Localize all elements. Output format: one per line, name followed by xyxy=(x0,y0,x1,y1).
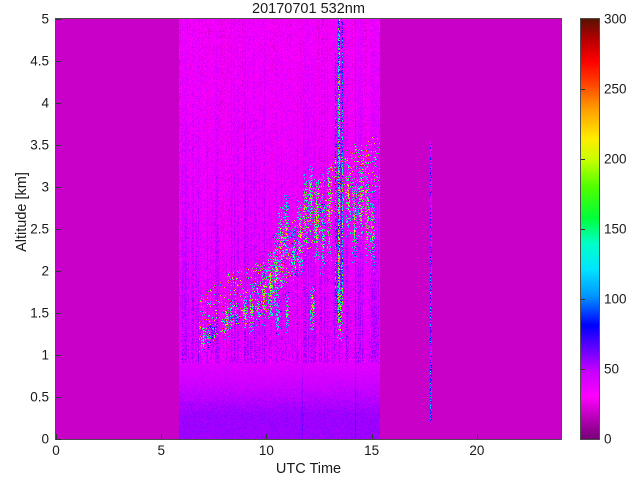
x-axis-tick xyxy=(476,434,478,439)
backscatter-heatmap xyxy=(56,19,561,439)
y-axis-tick-label: 3 xyxy=(41,179,49,195)
y-axis-tick-label: 4 xyxy=(41,95,49,111)
y-axis-tick-label: 4.5 xyxy=(30,53,49,69)
x-axis-tick xyxy=(161,434,163,439)
colorbar-tick xyxy=(581,89,585,90)
colorbar[interactable] xyxy=(580,18,600,440)
colorbar-tick xyxy=(581,229,585,230)
colorbar-tick-label: 200 xyxy=(604,151,627,167)
colorbar-tick-label: 100 xyxy=(604,291,627,307)
y-axis-tick xyxy=(56,355,61,356)
y-axis-tick xyxy=(56,145,61,146)
y-axis-label: Altitude [km] xyxy=(14,172,30,252)
y-axis-tick xyxy=(56,397,61,398)
colorbar-tick-label: 250 xyxy=(604,81,627,97)
x-axis-label: UTC Time xyxy=(275,461,342,477)
colorbar-tick-label: 0 xyxy=(604,431,612,447)
y-axis-tick-label: 5 xyxy=(41,11,49,27)
x-axis-tick xyxy=(266,434,268,439)
x-axis-tick xyxy=(56,434,57,439)
y-axis-tick-label: 1 xyxy=(41,347,49,363)
colorbar-tick-label: 300 xyxy=(604,11,627,27)
y-axis-tick xyxy=(56,187,61,188)
y-axis-tick-label: 2 xyxy=(41,263,49,279)
y-axis-tick xyxy=(56,103,61,104)
colorbar-gradient xyxy=(581,19,599,439)
y-axis-tick xyxy=(56,313,61,314)
y-axis-tick-label: 1.5 xyxy=(30,305,49,321)
page-title: 20170701 532nm xyxy=(252,1,365,17)
x-axis-tick-label: 15 xyxy=(364,443,380,458)
colorbar-tick xyxy=(581,159,585,160)
y-axis-tick xyxy=(56,229,61,230)
colorbar-tick xyxy=(581,299,585,300)
y-axis-tick xyxy=(56,19,61,20)
heatmap-plot-area[interactable] xyxy=(55,18,562,440)
colorbar-tick-label: 50 xyxy=(604,361,620,377)
colorbar-tick-label: 150 xyxy=(604,221,627,237)
y-axis-tick-label: 0.5 xyxy=(30,389,49,405)
x-axis-tick-label: 0 xyxy=(52,443,60,458)
x-axis-tick-label: 5 xyxy=(157,443,165,458)
y-axis-tick-label: 0 xyxy=(41,431,49,447)
x-axis-tick-label: 20 xyxy=(469,443,485,458)
colorbar-tick xyxy=(581,369,585,370)
x-axis-tick-label: 10 xyxy=(258,443,274,458)
y-axis-tick xyxy=(56,61,61,62)
y-axis-tick-label: 2.5 xyxy=(30,221,49,237)
y-axis-tick-label: 3.5 xyxy=(30,137,49,153)
x-axis-tick xyxy=(371,434,373,439)
y-axis-tick xyxy=(56,271,61,272)
y-axis-tick xyxy=(56,439,61,440)
